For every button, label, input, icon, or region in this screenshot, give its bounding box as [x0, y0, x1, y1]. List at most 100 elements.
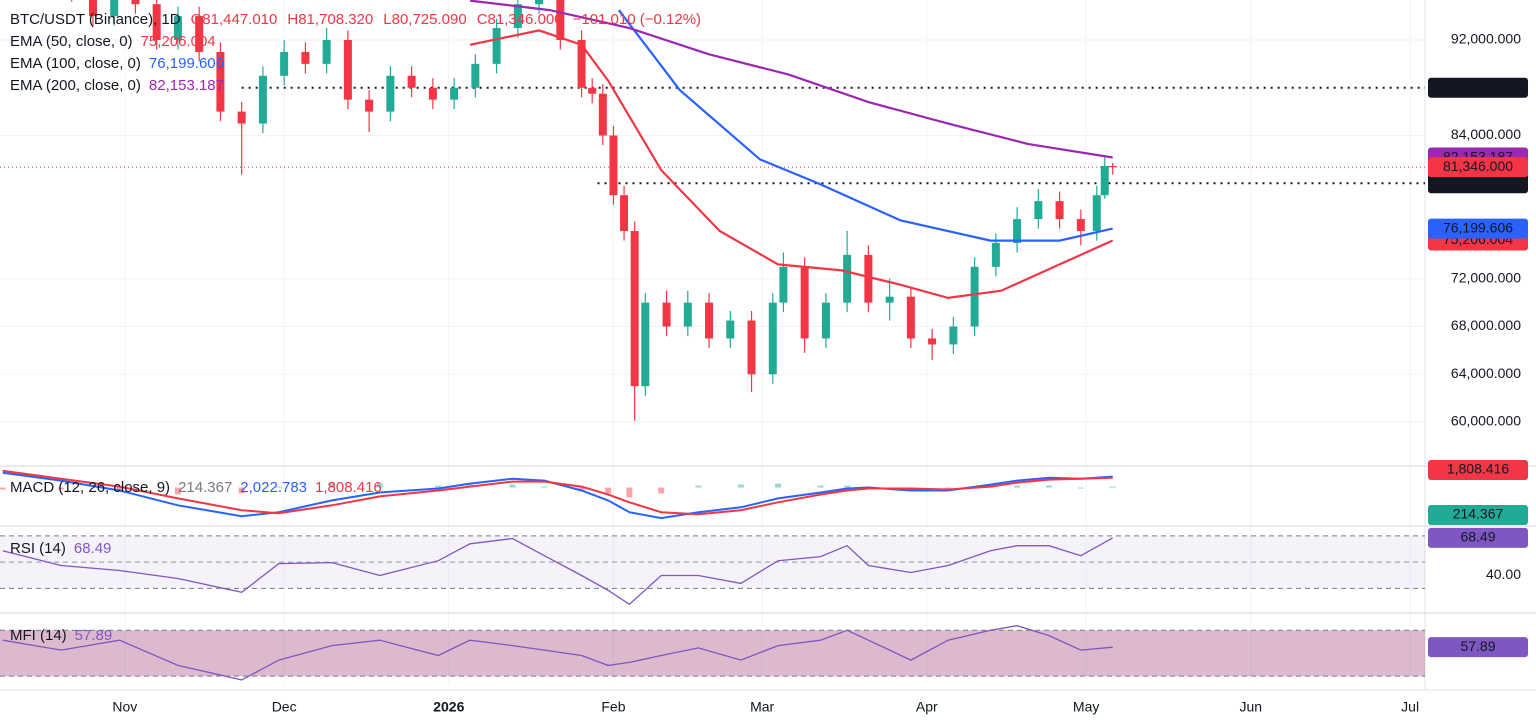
- legend-item: O81,447.010: [191, 11, 278, 28]
- candle-body: [152, 4, 161, 40]
- candle-body: [237, 111, 246, 124]
- histogram-bar: [1109, 486, 1116, 488]
- price-badge-label: 76,199.606: [1443, 219, 1513, 235]
- legend: EMA (50, close, 0) 75,206.004: [10, 33, 216, 50]
- candle-body: [747, 320, 756, 375]
- histogram-bar: [174, 487, 181, 495]
- x-tick-label: Feb: [601, 699, 625, 715]
- candle-body: [705, 302, 714, 339]
- legend-item: H81,708.320: [287, 11, 373, 28]
- candle-body: [1034, 201, 1043, 220]
- legend: MACD (12, 26, close, 9) 214.367 2,022.783 1…: [10, 479, 382, 496]
- ema-line: [617, 9, 1113, 242]
- candle-body: [450, 87, 459, 100]
- legend-item: RSI (14): [10, 540, 66, 557]
- candle-body: [1108, 165, 1117, 168]
- candle-body: [407, 75, 416, 88]
- candle-body: [577, 39, 586, 88]
- candle-body: [535, 0, 544, 5]
- histogram-bar: [0, 487, 6, 490]
- x-tick-label: Jul: [1401, 699, 1419, 715]
- candle-body: [1100, 165, 1109, 196]
- candle-body: [1076, 219, 1085, 232]
- legend-item: 75,206.004: [141, 33, 216, 50]
- histogram-bar: [509, 484, 516, 488]
- histogram-bar: [1014, 485, 1021, 488]
- legend-item: 76,199.606: [149, 55, 224, 72]
- candle-body: [949, 326, 958, 345]
- x-tick-label: Mar: [750, 699, 774, 715]
- candle-body: [683, 302, 692, 327]
- x-tick-label: Apr: [916, 699, 938, 715]
- legend-item: 57.89: [75, 627, 113, 644]
- candle-body: [779, 266, 788, 303]
- candle-body: [821, 302, 830, 339]
- x-tick-label: 2026: [433, 699, 464, 715]
- histogram-bar: [541, 486, 548, 488]
- legend-item: 1,808.416: [315, 479, 382, 496]
- price-badge: [1428, 637, 1528, 658]
- histogram-bar: [58, 487, 65, 490]
- ema-line: [469, 0, 1113, 159]
- candle-body: [173, 16, 182, 40]
- macd-line: [2, 469, 1113, 516]
- candle-body: [991, 242, 1000, 267]
- candle-body: [428, 87, 437, 100]
- histogram-bar: [435, 485, 442, 488]
- legend: EMA (100, close, 0) 76,199.606: [10, 55, 224, 72]
- price-badge-label: 68.49: [1460, 529, 1495, 545]
- histogram-bar: [817, 485, 824, 488]
- x-tick-label: Dec: [272, 699, 297, 715]
- candle-body: [843, 254, 852, 303]
- price-badge-label: 214.367: [1453, 506, 1504, 522]
- y-tick-label: 64,000.000: [1451, 365, 1521, 381]
- grid: [0, 0, 1425, 683]
- histogram-bar: [376, 483, 383, 488]
- candle-body: [620, 195, 629, 232]
- candle-body: [598, 93, 607, 136]
- histogram-bar: [658, 487, 665, 494]
- histogram-bar: [945, 487, 952, 489]
- candles: [0, 0, 1425, 421]
- histogram-bar: [1045, 485, 1052, 488]
- price-badge: [1428, 527, 1528, 548]
- histogram-bar: [1077, 487, 1084, 489]
- indicator-line: [2, 537, 1114, 606]
- candle-body: [630, 231, 639, 387]
- candle-body: [928, 338, 937, 345]
- candle-body: [386, 75, 395, 112]
- price-badge: [1428, 218, 1528, 239]
- price-badge: [1428, 505, 1528, 525]
- histogram-bar: [328, 482, 335, 488]
- price-badge: [1428, 157, 1528, 178]
- candle-body: [131, 0, 140, 5]
- price-badge-label: 80,000.000: [1443, 174, 1513, 190]
- candle-body: [195, 16, 204, 52]
- legend-item: −101.010 (−0.12%): [573, 11, 701, 28]
- candle-body: [970, 266, 979, 327]
- legend-item: EMA (200, close, 0): [10, 77, 141, 94]
- price-badge: [1428, 173, 1528, 194]
- price-badge: [1428, 77, 1528, 98]
- candle-body: [1055, 201, 1064, 220]
- legend-item: L80,725.090: [383, 11, 466, 28]
- legend: MFI (14) 57.89: [10, 627, 112, 644]
- price-badge-label: 88,000.000: [1443, 78, 1513, 94]
- histogram-bar: [626, 487, 633, 498]
- y-tick-label: 40.00: [1486, 566, 1521, 582]
- x-tick-label: Nov: [112, 699, 137, 715]
- candle-body: [885, 296, 894, 303]
- histogram-bar: [695, 485, 702, 488]
- candle-body: [343, 39, 352, 100]
- x-tick-label: Jun: [1240, 699, 1263, 715]
- candle-body: [864, 254, 873, 303]
- candle-body: [906, 296, 915, 339]
- candle-body: [726, 320, 735, 339]
- candle-body: [609, 135, 618, 196]
- legend: BTC/USDT (Binance), 1D O81,447.010 H81,708…: [10, 11, 701, 28]
- histogram-bar: [775, 483, 782, 488]
- legend-item: MACD (12, 26, close, 9): [10, 479, 170, 496]
- price-badge-label: 81,346.000: [1443, 158, 1513, 174]
- legend-item: BTC/USDT (Binance), 1D: [10, 11, 181, 28]
